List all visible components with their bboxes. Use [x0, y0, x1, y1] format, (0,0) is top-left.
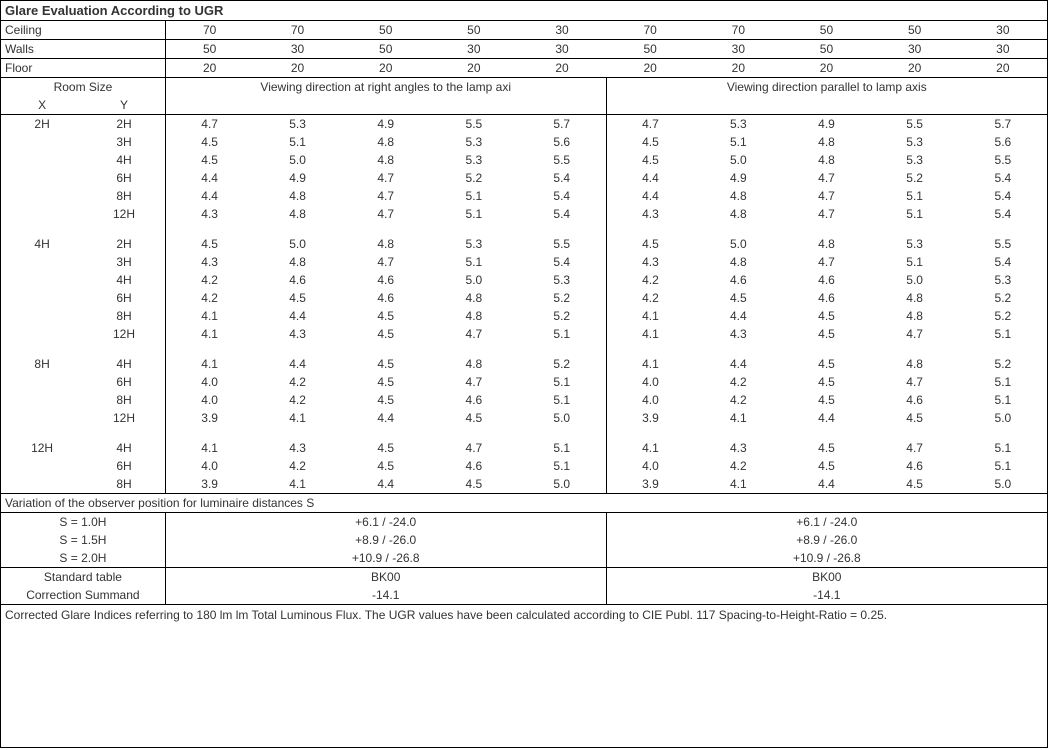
header-row: Floor20202020202020202020: [1, 59, 1047, 78]
footnote: Corrected Glare Indices referring to 180…: [1, 605, 1047, 625]
variation-row: S = 2.0H+10.9 / -26.8+10.9 / -26.8: [1, 549, 1047, 568]
ugr-table-container: Glare Evaluation According to UGR Ceilin…: [0, 0, 1048, 748]
data-row: 2H2H4.75.34.95.55.74.75.34.95.55.7: [1, 115, 1047, 134]
direction-header: Room SizeViewing direction at right angl…: [1, 78, 1047, 97]
table-title: Glare Evaluation According to UGR: [1, 1, 1047, 21]
data-row: 3H4.55.14.85.35.64.55.14.85.35.6: [1, 133, 1047, 151]
data-row: 6H4.04.24.54.65.14.04.24.54.65.1: [1, 457, 1047, 475]
data-row: 12H4.14.34.54.75.14.14.34.54.75.1: [1, 325, 1047, 343]
ugr-table: Ceiling70705050307070505030Walls50305030…: [1, 21, 1047, 605]
standard-row: Standard tableBK00BK00: [1, 568, 1047, 587]
data-row: 12H4.34.84.75.15.44.34.84.75.15.4: [1, 205, 1047, 223]
data-row: 12H3.94.14.44.55.03.94.14.44.55.0: [1, 409, 1047, 427]
data-row: 8H3.94.14.44.55.03.94.14.44.55.0: [1, 475, 1047, 494]
data-row: 4H2H4.55.04.85.35.54.55.04.85.35.5: [1, 235, 1047, 253]
data-row: 3H4.34.84.75.15.44.34.84.75.15.4: [1, 253, 1047, 271]
room-xy-header: XY: [1, 96, 1047, 115]
standard-row: Correction Summand-14.1-14.1: [1, 586, 1047, 605]
data-row: 8H4.44.84.75.15.44.44.84.75.15.4: [1, 187, 1047, 205]
variation-row: S = 1.0H+6.1 / -24.0+6.1 / -24.0: [1, 513, 1047, 532]
header-row: Walls50305030305030503030: [1, 40, 1047, 59]
data-row: 8H4.04.24.54.65.14.04.24.54.65.1: [1, 391, 1047, 409]
data-row: 4H4.24.64.65.05.34.24.64.65.05.3: [1, 271, 1047, 289]
data-row: 12H4H4.14.34.54.75.14.14.34.54.75.1: [1, 439, 1047, 457]
data-row: 6H4.04.24.54.75.14.04.24.54.75.1: [1, 373, 1047, 391]
data-row: 6H4.44.94.75.25.44.44.94.75.25.4: [1, 169, 1047, 187]
header-row: Ceiling70705050307070505030: [1, 21, 1047, 40]
data-row: 4H4.55.04.85.35.54.55.04.85.35.5: [1, 151, 1047, 169]
variation-row: S = 1.5H+8.9 / -26.0+8.9 / -26.0: [1, 531, 1047, 549]
data-row: 8H4.14.44.54.85.24.14.44.54.85.2: [1, 307, 1047, 325]
variation-title: Variation of the observer position for l…: [1, 494, 1047, 513]
data-row: 6H4.24.54.64.85.24.24.54.64.85.2: [1, 289, 1047, 307]
data-row: 8H4H4.14.44.54.85.24.14.44.54.85.2: [1, 355, 1047, 373]
